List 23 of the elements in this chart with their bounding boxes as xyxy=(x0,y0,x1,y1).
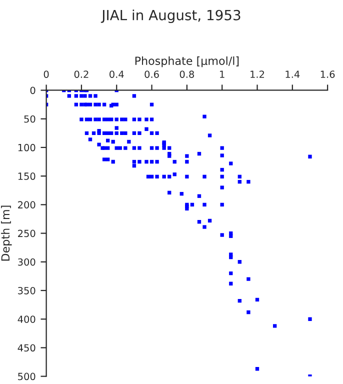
y-axis-title: Depth [m] xyxy=(1,206,12,261)
x-tick-label: 0.4 xyxy=(110,70,124,78)
y-tick-label: 150 xyxy=(18,172,36,180)
x-tick-label: 0 xyxy=(44,70,49,78)
y-tick-label: 500 xyxy=(18,372,36,380)
y-tick-label: 0 xyxy=(30,86,36,94)
x-tick-label: 1.2 xyxy=(250,70,264,78)
x-tick-label: 0.8 xyxy=(180,70,194,78)
x-axis-title: Phosphate [μmol/l] xyxy=(135,56,239,68)
y-tick-label: 200 xyxy=(18,201,36,209)
x-tick-label: 1.4 xyxy=(286,70,300,78)
y-tick-label: 450 xyxy=(18,344,36,352)
x-tick-label: 0.2 xyxy=(74,70,88,78)
y-tick-label: 350 xyxy=(18,286,36,294)
x-tick-label: 0.6 xyxy=(144,70,159,78)
y-tick-label: 400 xyxy=(18,316,36,323)
chart-title: JIAL in August, 1953 xyxy=(100,10,240,24)
y-tick-label: 250 xyxy=(18,230,36,238)
x-tick-label: 1.6 xyxy=(320,70,335,78)
x-tick-label: 1 xyxy=(220,70,224,78)
y-tick-label: 50 xyxy=(24,115,36,123)
y-tick-label: 100 xyxy=(18,144,36,152)
y-tick-label: 300 xyxy=(18,258,36,266)
